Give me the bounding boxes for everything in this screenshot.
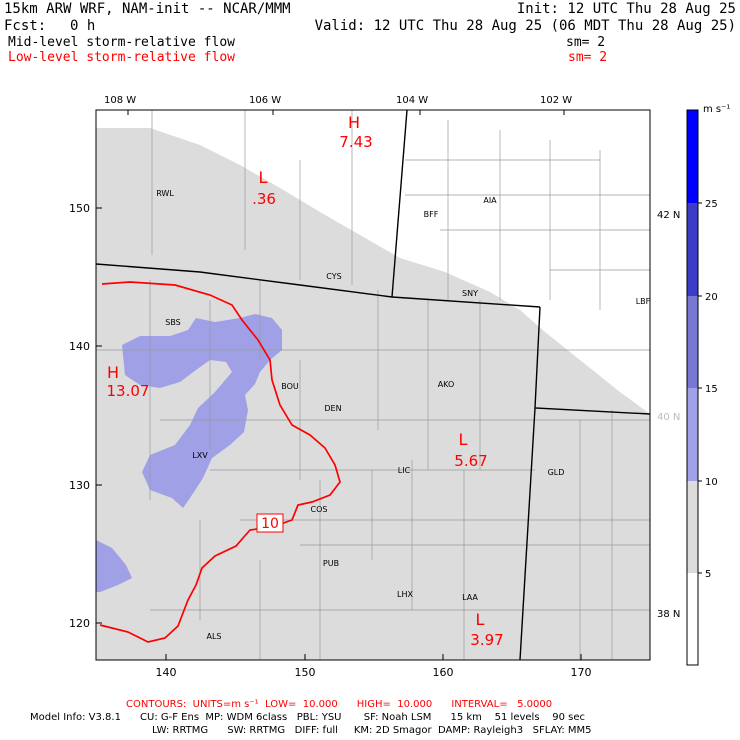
model-info-line2: LW: RRTMG SW: RRTMG DIFF: full KM: 2D Sm… <box>152 725 592 736</box>
extremum-value: 3.97 <box>470 631 503 649</box>
contours-info: CONTOURS: UNITS=m s⁻¹ LOW= 10.000 HIGH= … <box>126 699 553 710</box>
station-label: RWL <box>156 189 174 198</box>
colorbar-tick: 20 <box>705 292 718 303</box>
mid-level-label: Mid-level storm-relative flow <box>8 35 235 50</box>
model-info-line1: Model Info: V3.8.1 CU: G-F Ens MP: WDM 6… <box>30 712 586 723</box>
station-label: BFF <box>424 210 439 219</box>
y-tick: 150 <box>69 202 90 215</box>
extremum-value: 5.67 <box>454 452 487 470</box>
station-label: LIC <box>398 466 411 475</box>
x-tick: 160 <box>433 666 454 679</box>
init-time: Init: 12 UTC Thu 28 Aug 25 <box>516 1 736 17</box>
station-label: LXV <box>192 451 208 460</box>
colorbar-tick: 10 <box>705 477 718 488</box>
station-label: LBF <box>636 297 651 306</box>
forecast-hour: 0 h <box>70 18 96 34</box>
station-label: AKO <box>438 380 455 389</box>
forecast-label: Fcst: <box>4 18 47 34</box>
map-frame <box>95 109 651 661</box>
lon-label: 108 W <box>104 95 136 106</box>
mid-level-sm: sm= 2 <box>566 35 606 50</box>
station-label: SBS <box>165 318 181 327</box>
extremum-letter: L <box>459 430 468 449</box>
station-label: DEN <box>324 404 341 413</box>
lat-label: 42 N <box>657 210 680 221</box>
x-tick: 170 <box>571 666 592 679</box>
model-title: 15km ARW WRF, NAM-init -- NCAR/MMM <box>4 1 291 17</box>
extremum-letter: L <box>476 610 485 629</box>
colorbar-swatch <box>687 573 698 665</box>
extremum-letter: L <box>259 168 268 187</box>
extremum-letter: H <box>348 113 360 132</box>
station-label: LAA <box>462 593 478 602</box>
colorbar-swatch <box>687 388 698 481</box>
colorbar-swatch <box>687 110 698 203</box>
station-label: LHX <box>397 590 413 599</box>
state-borders <box>96 110 650 660</box>
y-tick: 130 <box>69 479 90 492</box>
contour-label-box <box>256 513 284 533</box>
lon-label: 104 W <box>396 95 428 106</box>
low-level-label: Low-level storm-relative flow <box>8 50 235 65</box>
station-label: PUB <box>323 559 339 568</box>
gray-shading-region <box>96 128 650 660</box>
colorbar-swatch <box>687 203 698 296</box>
lat-label: 40 N <box>657 412 680 423</box>
station-label: GLD <box>548 468 565 477</box>
station-label: ALS <box>206 632 221 641</box>
county-lines <box>96 110 650 660</box>
colorbar-tick: 25 <box>705 199 718 210</box>
color-bar: m s⁻¹ 25 20 15 10 5 <box>686 104 730 666</box>
low-level-sm: sm= 2 <box>568 50 608 65</box>
lon-label: 106 W <box>249 95 281 106</box>
extremum-value: 13.07 <box>107 382 150 400</box>
lon-label: 102 W <box>540 95 572 106</box>
station-label: COS <box>311 505 328 514</box>
colorbar-units: m s⁻¹ <box>703 104 730 115</box>
colorbar-swatch <box>687 481 698 573</box>
colorbar-tick: 5 <box>705 569 711 580</box>
station-label: BOU <box>281 382 299 391</box>
lat-label: 38 N <box>657 609 680 620</box>
colorbar-tick: 15 <box>705 384 718 395</box>
x-tick: 140 <box>156 666 177 679</box>
valid-time: Valid: 12 UTC Thu 28 Aug 25 (06 MDT Thu … <box>314 18 736 34</box>
extremum-value: .36 <box>252 190 276 208</box>
station-label: AIA <box>483 196 497 205</box>
extremum-letter: H <box>107 363 119 382</box>
y-tick: 120 <box>69 617 90 630</box>
x-tick: 150 <box>295 666 316 679</box>
station-label: SNY <box>462 289 478 298</box>
colorbar-swatch <box>687 296 698 388</box>
station-label: CYS <box>326 272 341 281</box>
extremum-value: 7.43 <box>339 133 372 151</box>
contour-label: 10 <box>261 516 279 532</box>
contour-10 <box>99 281 341 643</box>
lavender-shading-main <box>122 314 282 508</box>
y-tick: 140 <box>69 340 90 353</box>
lavender-shading-sw <box>96 540 132 592</box>
